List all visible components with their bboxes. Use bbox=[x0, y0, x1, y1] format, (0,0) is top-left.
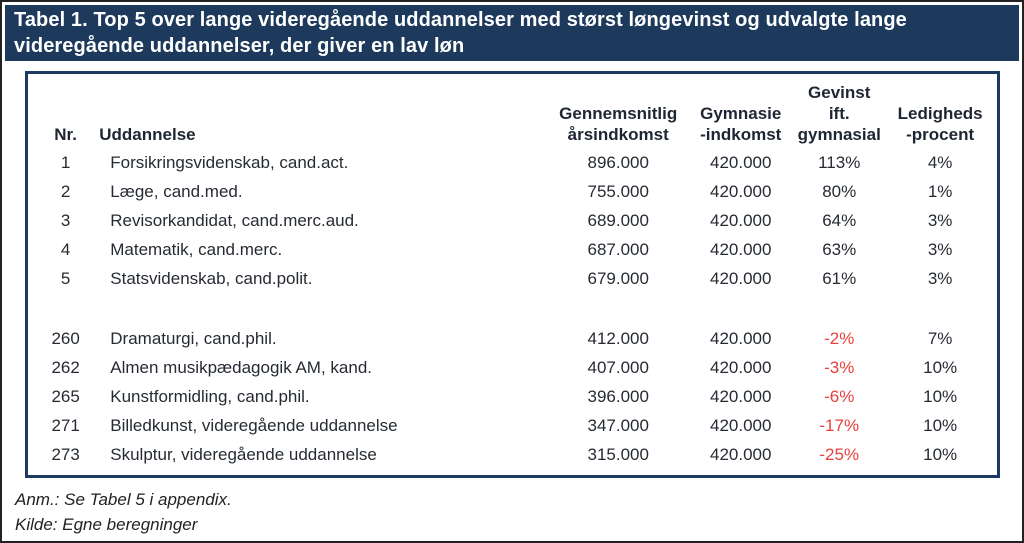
nr-cell: 5 bbox=[60, 269, 71, 288]
nr-cell: 262 bbox=[51, 358, 80, 377]
table-row: 271 Billedkunst, videregående uddannelse… bbox=[32, 411, 993, 440]
gymnasie-cell: 420.000 bbox=[710, 329, 772, 348]
aarsindkomst-cell: 347.000 bbox=[587, 416, 649, 435]
gymnasie-cell: 420.000 bbox=[710, 358, 772, 377]
table-title: Tabel 1. Top 5 over lange videregående u… bbox=[5, 5, 1019, 61]
gevinst-cell: -6% bbox=[824, 387, 855, 406]
col-header-uddannelse: Uddannelse bbox=[99, 125, 196, 144]
uddannelse-cell: Skulptur, videregående uddannelse bbox=[110, 445, 377, 464]
gevinst-cell: -25% bbox=[819, 445, 860, 464]
source-line: Kilde: Egne beregninger bbox=[15, 515, 198, 534]
uddannelse-cell: Billedkunst, videregående uddannelse bbox=[110, 416, 398, 435]
table-box: Nr. Uddannelse Gennemsnitlig årsindkomst… bbox=[25, 71, 1000, 478]
table-row: 2 Læge, cand.med. 755.000 420.000 80% 1% bbox=[32, 177, 993, 206]
ledighed-cell: 7% bbox=[927, 329, 953, 348]
aarsindkomst-cell: 755.000 bbox=[587, 182, 649, 201]
nr-cell: 273 bbox=[51, 445, 80, 464]
ledighed-cell: 10% bbox=[923, 445, 958, 464]
gymnasie-cell: 420.000 bbox=[710, 240, 772, 259]
nr-cell: 260 bbox=[51, 329, 80, 348]
ledighed-cell: 1% bbox=[927, 182, 953, 201]
aarsindkomst-cell: 679.000 bbox=[587, 269, 649, 288]
gevinst-cell: 80% bbox=[822, 182, 857, 201]
col-header-gevinst: Gevinst ift. gymnasial bbox=[797, 83, 881, 144]
gevinst-cell: 61% bbox=[822, 269, 857, 288]
nr-cell: 4 bbox=[60, 240, 71, 259]
uddannelse-cell: Kunstformidling, cand.phil. bbox=[110, 387, 310, 406]
table-row: 4 Matematik, cand.merc. 687.000 420.000 … bbox=[32, 235, 993, 264]
gymnasie-cell: 420.000 bbox=[710, 182, 772, 201]
table-row: 262 Almen musikpædagogik AM, kand. 407.0… bbox=[32, 353, 993, 382]
gymnasie-cell: 420.000 bbox=[710, 387, 772, 406]
gymnasie-cell: 420.000 bbox=[710, 153, 772, 172]
data-table: Nr. Uddannelse Gennemsnitlig årsindkomst… bbox=[32, 74, 993, 469]
aarsindkomst-cell: 396.000 bbox=[587, 387, 649, 406]
gevinst-cell: -2% bbox=[824, 329, 855, 348]
table-row: 3 Revisorkandidat, cand.merc.aud. 689.00… bbox=[32, 206, 993, 235]
uddannelse-cell: Almen musikpædagogik AM, kand. bbox=[110, 358, 373, 377]
aarsindkomst-cell: 412.000 bbox=[587, 329, 649, 348]
nr-cell: 265 bbox=[51, 387, 80, 406]
table-row: 1 Forsikringsvidenskab, cand.act. 896.00… bbox=[32, 148, 993, 177]
gevinst-cell: 63% bbox=[822, 240, 857, 259]
ledighed-cell: 3% bbox=[927, 211, 953, 230]
table-row: 5 Statsvidenskab, cand.polit. 679.000 42… bbox=[32, 264, 993, 293]
spacer-row bbox=[32, 293, 993, 324]
uddannelse-cell: Forsikringsvidenskab, cand.act. bbox=[110, 153, 349, 172]
gymnasie-cell: 420.000 bbox=[710, 445, 772, 464]
aarsindkomst-cell: 687.000 bbox=[587, 240, 649, 259]
uddannelse-cell: Læge, cand.med. bbox=[110, 182, 243, 201]
gevinst-cell: -3% bbox=[824, 358, 855, 377]
ledighed-cell: 10% bbox=[923, 416, 958, 435]
nr-cell: 1 bbox=[60, 153, 71, 172]
col-header-ledighed: Ledigheds -procent bbox=[897, 104, 983, 144]
gymnasie-cell: 420.000 bbox=[710, 269, 772, 288]
note-line: Anm.: Se Tabel 5 i appendix. bbox=[15, 490, 232, 509]
gevinst-cell: -17% bbox=[819, 416, 860, 435]
uddannelse-cell: Revisorkandidat, cand.merc.aud. bbox=[110, 211, 359, 230]
aarsindkomst-cell: 689.000 bbox=[587, 211, 649, 230]
gymnasie-cell: 420.000 bbox=[710, 416, 772, 435]
aarsindkomst-cell: 407.000 bbox=[587, 358, 649, 377]
col-header-aarsindkomst: Gennemsnitlig årsindkomst bbox=[559, 104, 678, 144]
col-header-nr: Nr. bbox=[54, 125, 77, 144]
uddannelse-cell: Statsvidenskab, cand.polit. bbox=[110, 269, 313, 288]
uddannelse-cell: Dramaturgi, cand.phil. bbox=[110, 329, 277, 348]
col-header-gymnasie: Gymnasie -indkomst bbox=[700, 104, 782, 144]
uddannelse-cell: Matematik, cand.merc. bbox=[110, 240, 283, 259]
nr-cell: 271 bbox=[51, 416, 80, 435]
table-notes: Anm.: Se Tabel 5 i appendix. Kilde: Egne… bbox=[15, 487, 1019, 537]
gevinst-cell: 113% bbox=[818, 153, 861, 172]
aarsindkomst-cell: 315.000 bbox=[587, 445, 649, 464]
ledighed-cell: 3% bbox=[927, 240, 953, 259]
ledighed-cell: 4% bbox=[927, 153, 953, 172]
table-row: 260 Dramaturgi, cand.phil. 412.000 420.0… bbox=[32, 324, 993, 353]
aarsindkomst-cell: 896.000 bbox=[587, 153, 649, 172]
ledighed-cell: 10% bbox=[923, 387, 958, 406]
nr-cell: 3 bbox=[60, 211, 71, 230]
table-row: 265 Kunstformidling, cand.phil. 396.000 … bbox=[32, 382, 993, 411]
ledighed-cell: 3% bbox=[927, 269, 953, 288]
table-row: 273 Skulptur, videregående uddannelse 31… bbox=[32, 440, 993, 469]
gymnasie-cell: 420.000 bbox=[710, 211, 772, 230]
ledighed-cell: 10% bbox=[923, 358, 958, 377]
header-row: Nr. Uddannelse Gennemsnitlig årsindkomst… bbox=[32, 74, 993, 148]
nr-cell: 2 bbox=[60, 182, 71, 201]
gevinst-cell: 64% bbox=[822, 211, 857, 230]
